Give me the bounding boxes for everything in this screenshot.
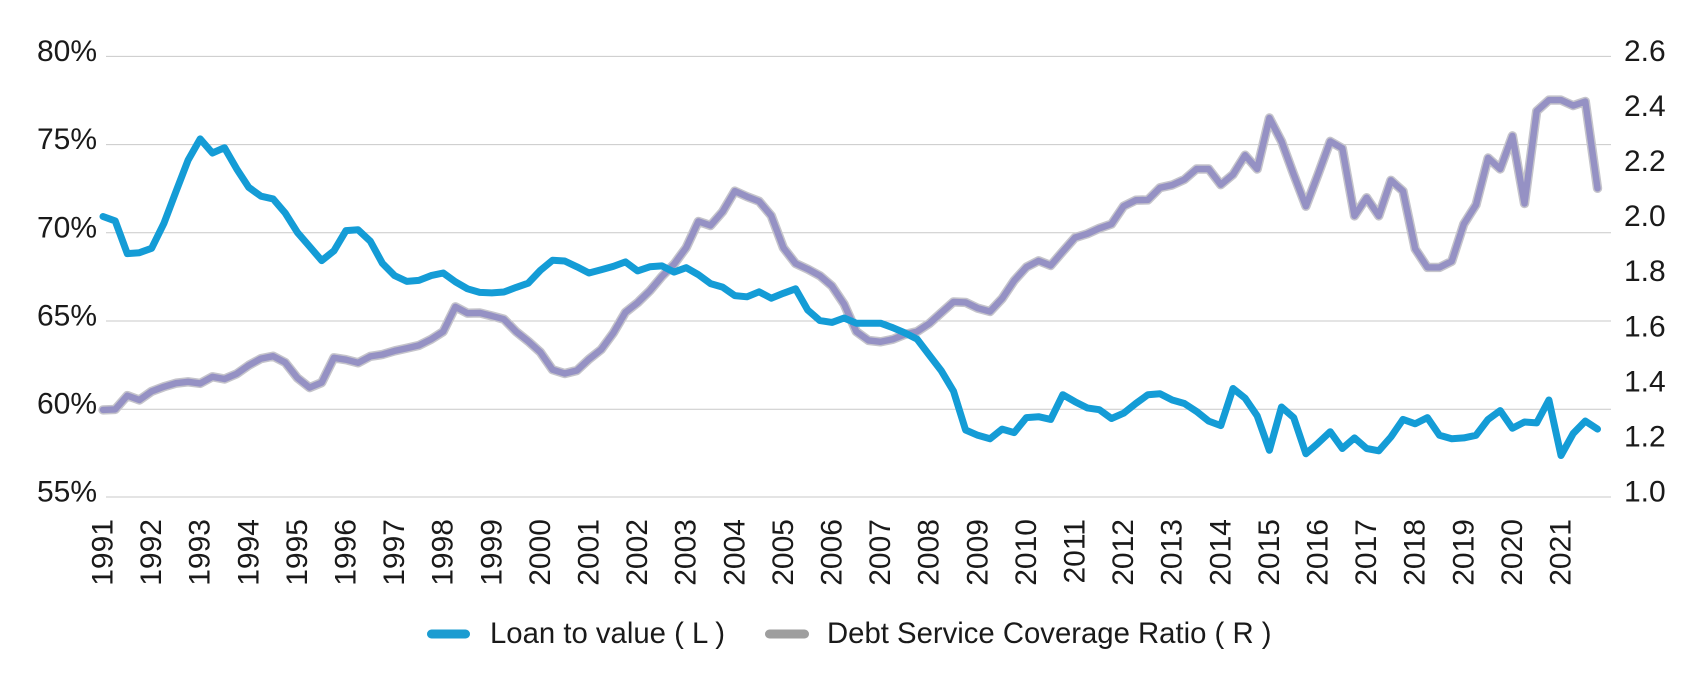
svg-text:2.0: 2.0 xyxy=(1624,200,1666,233)
svg-text:2006: 2006 xyxy=(816,519,849,586)
svg-text:70%: 70% xyxy=(37,211,97,244)
svg-text:1992: 1992 xyxy=(135,519,168,586)
svg-text:1996: 1996 xyxy=(330,519,363,586)
svg-text:2020: 2020 xyxy=(1496,519,1529,586)
svg-text:2010: 2010 xyxy=(1010,519,1043,586)
svg-text:2003: 2003 xyxy=(670,519,703,586)
svg-text:1997: 1997 xyxy=(378,519,411,586)
svg-text:1.2: 1.2 xyxy=(1624,420,1666,453)
svg-text:55%: 55% xyxy=(37,476,97,509)
svg-text:1.8: 1.8 xyxy=(1624,255,1666,288)
svg-text:1998: 1998 xyxy=(427,519,460,586)
svg-text:2015: 2015 xyxy=(1253,519,1286,586)
svg-text:1993: 1993 xyxy=(184,519,217,586)
svg-text:2014: 2014 xyxy=(1204,519,1237,586)
svg-text:1.0: 1.0 xyxy=(1624,476,1666,509)
svg-text:75%: 75% xyxy=(37,123,97,156)
svg-text:Loan to value ( L ): Loan to value ( L ) xyxy=(490,617,725,650)
svg-text:1994: 1994 xyxy=(232,519,265,586)
svg-text:2019: 2019 xyxy=(1447,519,1480,586)
svg-text:60%: 60% xyxy=(37,388,97,421)
svg-text:2016: 2016 xyxy=(1302,519,1335,586)
svg-text:2.6: 2.6 xyxy=(1624,35,1666,68)
svg-text:2021: 2021 xyxy=(1545,519,1578,586)
svg-text:2011: 2011 xyxy=(1059,519,1092,584)
svg-text:2005: 2005 xyxy=(767,519,800,586)
svg-text:2007: 2007 xyxy=(864,519,897,586)
svg-text:2004: 2004 xyxy=(718,519,751,586)
svg-text:2013: 2013 xyxy=(1156,519,1189,586)
svg-text:Debt Service Coverage Ratio (: Debt Service Coverage Ratio ( R ) xyxy=(827,617,1272,650)
svg-text:1.4: 1.4 xyxy=(1624,365,1666,398)
svg-text:2000: 2000 xyxy=(524,519,557,586)
svg-text:1.6: 1.6 xyxy=(1624,310,1666,343)
svg-text:2001: 2001 xyxy=(573,519,606,586)
svg-text:1991: 1991 xyxy=(87,519,120,586)
svg-text:1995: 1995 xyxy=(281,519,314,586)
svg-text:2008: 2008 xyxy=(913,519,946,586)
svg-text:2018: 2018 xyxy=(1399,519,1432,586)
svg-text:80%: 80% xyxy=(37,35,97,68)
svg-text:1999: 1999 xyxy=(475,519,508,586)
svg-text:2.4: 2.4 xyxy=(1624,90,1666,123)
svg-text:2002: 2002 xyxy=(621,519,654,586)
svg-text:65%: 65% xyxy=(37,300,97,333)
svg-text:2017: 2017 xyxy=(1350,519,1383,586)
svg-text:2009: 2009 xyxy=(961,519,994,586)
svg-text:2012: 2012 xyxy=(1107,519,1140,586)
svg-text:2.2: 2.2 xyxy=(1624,145,1666,178)
